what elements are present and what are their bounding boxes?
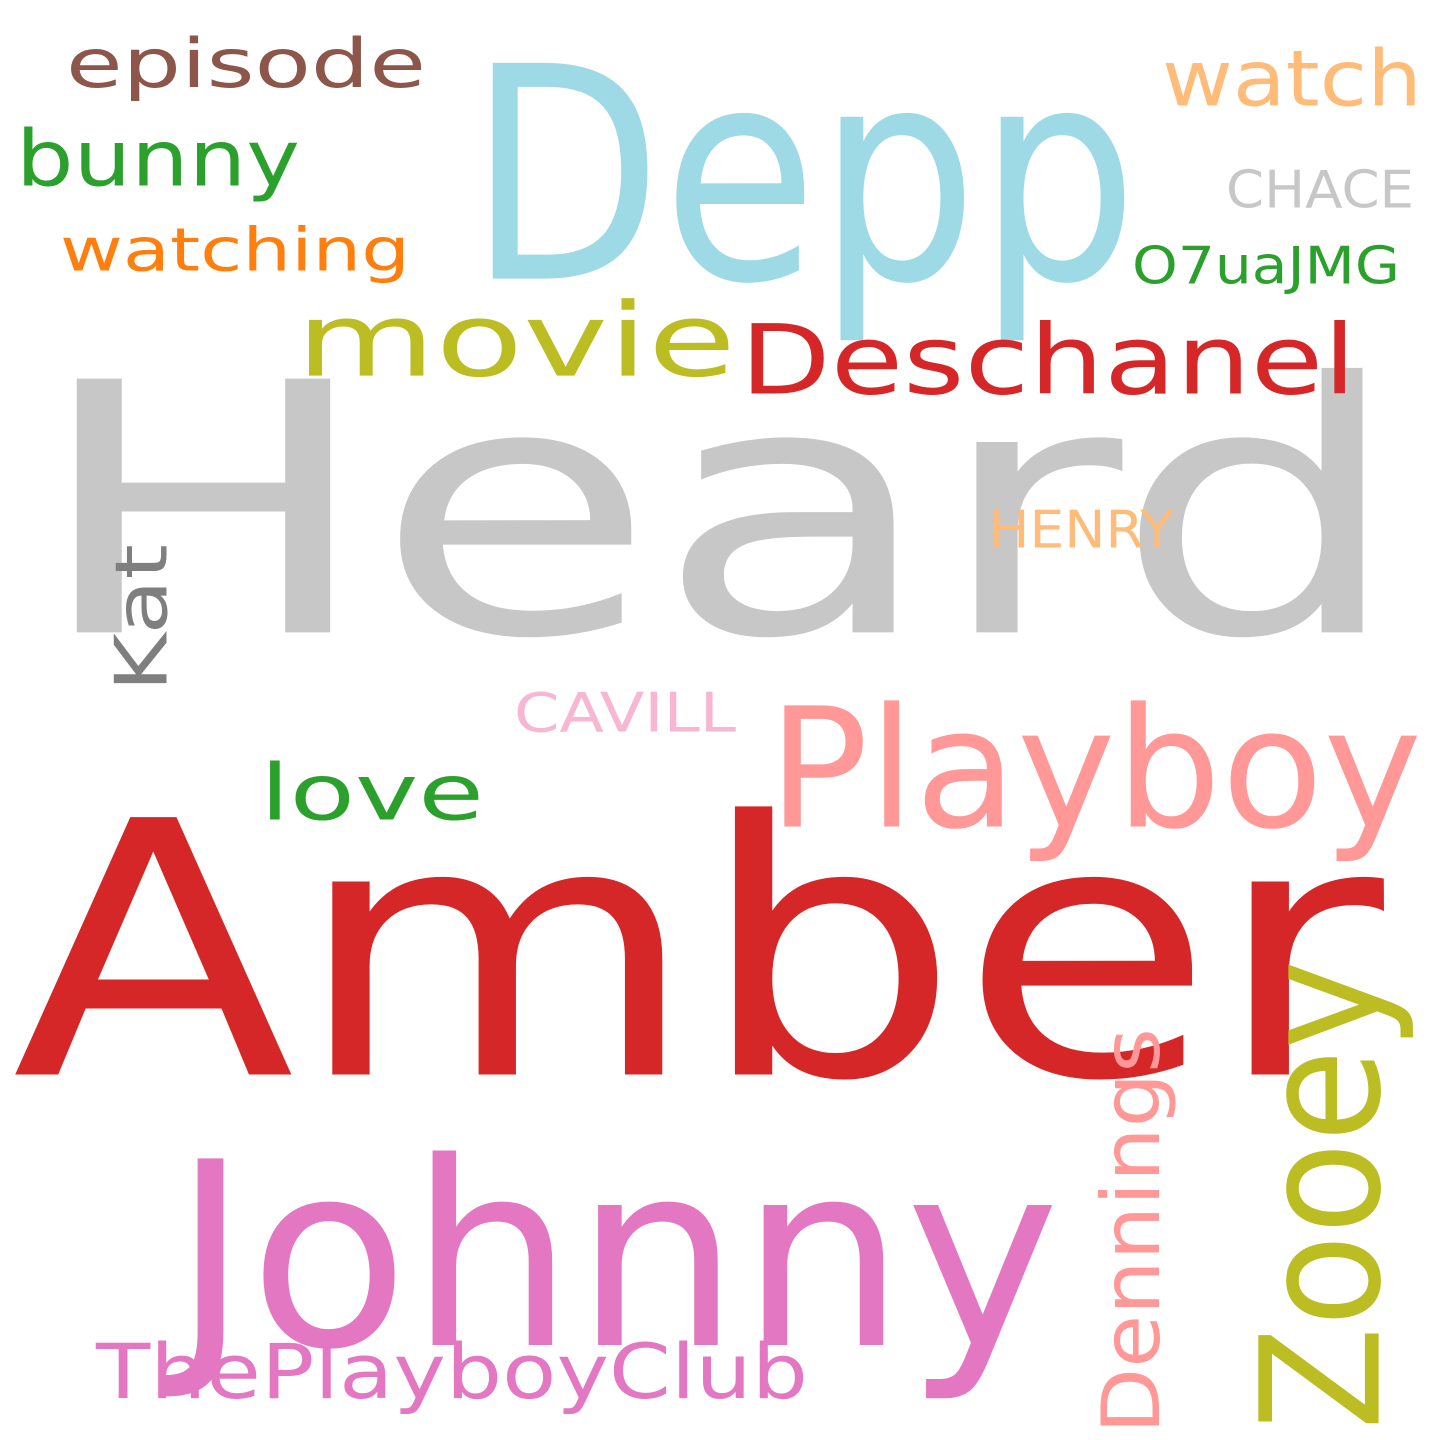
word-o7uajmg: O7uaJMG <box>1132 235 1400 297</box>
word-cavill: CAVILL <box>514 681 736 745</box>
word-amber: Amber <box>12 746 1384 1160</box>
word-depp: Depp <box>468 3 1138 350</box>
word-bunny: bunny <box>16 112 300 205</box>
word-dennings: Dennings <box>1084 1028 1179 1434</box>
word-theplayboyclub: ThePlayboyClub <box>96 1327 808 1417</box>
word-heard: Heard <box>32 308 1404 716</box>
word-deschanel: Deschanel <box>740 304 1356 417</box>
word-playboy: Playboy <box>768 672 1422 867</box>
word-kat: Kat <box>99 544 184 692</box>
word-watch: watch <box>1162 32 1422 125</box>
word-love: love <box>260 746 484 839</box>
word-johnny: Johnny <box>172 1106 1060 1407</box>
word-episode: episode <box>66 23 426 104</box>
word-henry: HENRY <box>988 499 1174 561</box>
word-chace: CHACE <box>1226 159 1414 221</box>
word-watching: watching <box>60 214 410 285</box>
word-movie: movie <box>296 280 736 401</box>
word-zooey: Zooey <box>1225 960 1419 1430</box>
